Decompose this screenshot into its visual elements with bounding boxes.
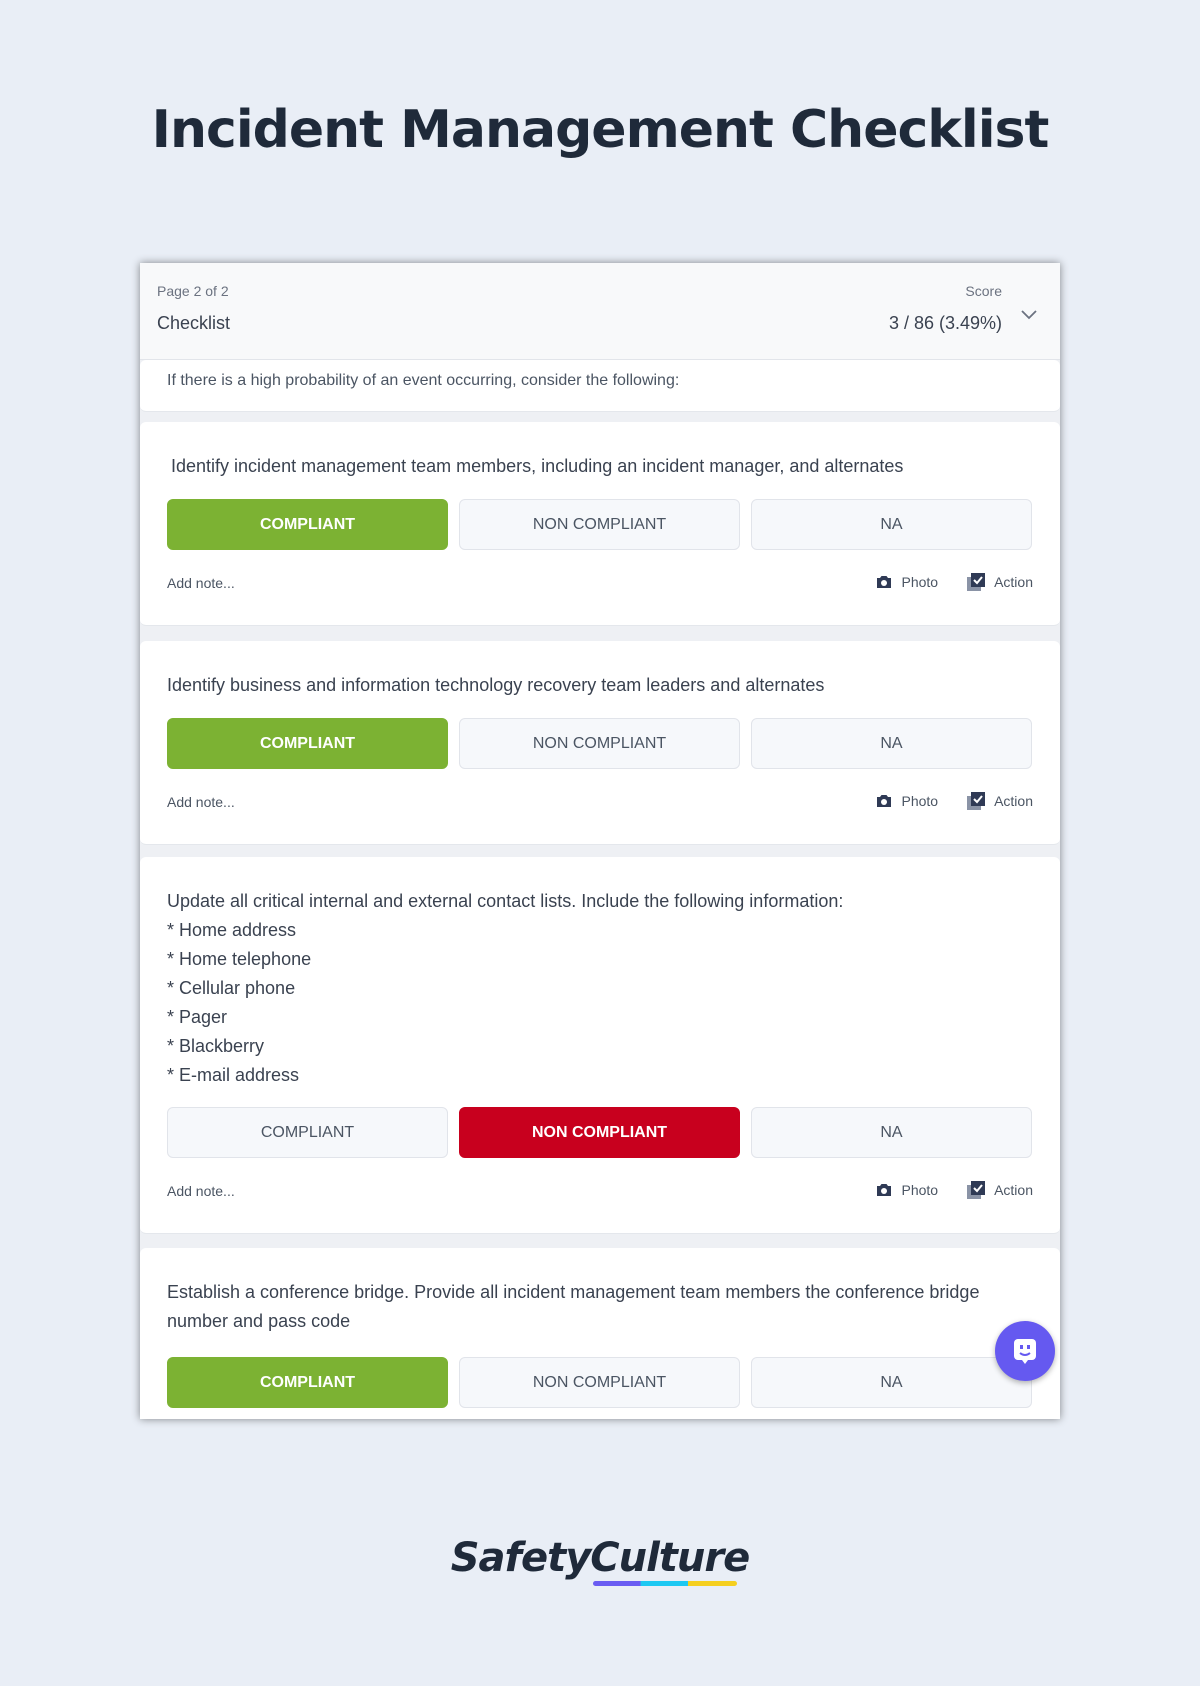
- compliant-button[interactable]: COMPLIANT: [167, 1107, 448, 1158]
- add-note-link[interactable]: Add note...: [167, 575, 235, 591]
- na-button[interactable]: NA: [751, 718, 1032, 769]
- action-button[interactable]: Action: [994, 574, 1033, 590]
- score-value: 3 / 86 (3.49%): [888, 313, 1002, 333]
- checklist-header: Page 2 of 2 Checklist Score 3 / 86 (3.49…: [140, 263, 1060, 360]
- na-button[interactable]: NA: [751, 499, 1032, 550]
- logo-underline: [593, 1581, 737, 1586]
- question-footer: Add note... Photo Action: [167, 1180, 1033, 1204]
- camera-icon[interactable]: [875, 793, 893, 809]
- add-note-link[interactable]: Add note...: [167, 794, 235, 810]
- photo-button[interactable]: Photo: [901, 793, 939, 809]
- checklist-window: Page 2 of 2 Checklist Score 3 / 86 (3.49…: [140, 263, 1060, 1419]
- camera-icon[interactable]: [875, 1182, 893, 1198]
- question-footer: Add note... Photo Action: [167, 572, 1033, 596]
- photo-button[interactable]: Photo: [901, 1182, 939, 1198]
- na-button[interactable]: NA: [751, 1357, 1032, 1408]
- compliant-button[interactable]: COMPLIANT: [167, 1357, 448, 1408]
- intro-text: If there is a high probability of an eve…: [167, 372, 680, 389]
- question-card: Establish a conference bridge. Provide a…: [140, 1248, 1060, 1419]
- response-group: COMPLIANT NON COMPLIANT NA: [167, 499, 1032, 550]
- response-group: COMPLIANT NON COMPLIANT NA: [167, 1357, 1032, 1408]
- photo-button[interactable]: Photo: [901, 574, 939, 590]
- chat-button[interactable]: [995, 1321, 1055, 1381]
- compliant-button[interactable]: COMPLIANT: [167, 718, 448, 769]
- question-card: Update all critical internal and externa…: [140, 857, 1060, 1234]
- action-button[interactable]: Action: [994, 1182, 1033, 1198]
- na-button[interactable]: NA: [751, 1107, 1032, 1158]
- non-compliant-button[interactable]: NON COMPLIANT: [459, 1107, 740, 1158]
- question-text: Identify business and information techno…: [167, 675, 825, 695]
- section-title: Checklist: [157, 313, 231, 333]
- action-icon[interactable]: [966, 572, 986, 592]
- question-footer: Add note... Photo Action: [167, 791, 1033, 815]
- question-card: Identify incident management team member…: [140, 422, 1060, 626]
- question-text: Establish a conference bridge. Provide a…: [167, 1282, 980, 1331]
- chevron-down-icon[interactable]: [1018, 303, 1040, 325]
- non-compliant-button[interactable]: NON COMPLIANT: [459, 718, 740, 769]
- action-icon[interactable]: [966, 1180, 986, 1200]
- compliant-button[interactable]: COMPLIANT: [167, 499, 448, 550]
- intro-card: If there is a high probability of an eve…: [140, 360, 1060, 412]
- response-group: COMPLIANT NON COMPLIANT NA: [167, 1107, 1032, 1158]
- action-icon[interactable]: [966, 791, 986, 811]
- safetyculture-logo: SafetyCulture: [450, 1535, 751, 1581]
- question-text: Update all critical internal and externa…: [167, 891, 844, 1085]
- add-note-link[interactable]: Add note...: [167, 1183, 235, 1199]
- score-label: Score: [965, 283, 1002, 299]
- response-group: COMPLIANT NON COMPLIANT NA: [167, 718, 1032, 769]
- non-compliant-button[interactable]: NON COMPLIANT: [459, 499, 740, 550]
- action-button[interactable]: Action: [994, 793, 1033, 809]
- non-compliant-button[interactable]: NON COMPLIANT: [459, 1357, 740, 1408]
- page-indicator: Page 2 of 2: [157, 283, 229, 299]
- camera-icon[interactable]: [875, 574, 893, 590]
- question-card: Identify business and information techno…: [140, 641, 1060, 845]
- chat-icon: [1014, 1339, 1036, 1364]
- question-text: Identify incident management team member…: [171, 456, 904, 476]
- page-title: Incident Management Checklist: [151, 100, 1050, 160]
